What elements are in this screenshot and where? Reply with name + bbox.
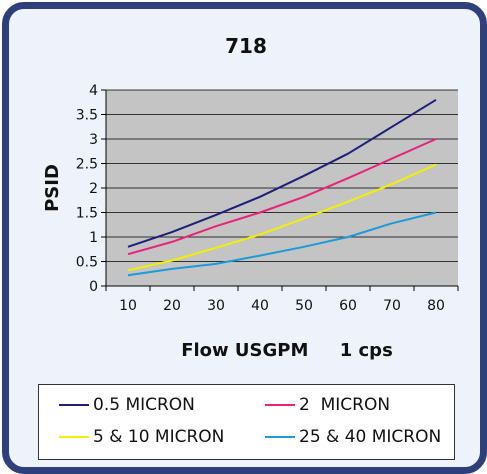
x-tick-label: 20 — [163, 298, 181, 314]
legend-swatch — [59, 404, 89, 406]
y-tick-label: 1.5 — [76, 206, 98, 222]
x-tick-label: 10 — [119, 298, 137, 314]
y-tick-label: 1 — [89, 230, 98, 246]
x-tick-label: 70 — [383, 298, 401, 314]
series-line-2 — [127, 163, 437, 272]
y-tick-label: 3.5 — [76, 108, 98, 124]
series-line-3 — [127, 211, 437, 277]
legend-label: 5 & 10 MICRON — [93, 427, 225, 447]
x-tick-label: 80 — [427, 298, 445, 314]
grid-lines — [106, 89, 458, 262]
axes — [101, 89, 459, 291]
legend: 0.5 MICRON 2 MICRON 5 & 10 MICRON 25 & 4… — [38, 384, 455, 460]
x-tick-label: 30 — [207, 298, 225, 314]
legend-item-2-micron: 2 MICRON — [265, 395, 390, 415]
legend-item-5-10-micron: 5 & 10 MICRON — [59, 427, 224, 447]
legend-swatch — [265, 436, 295, 438]
chart-title: 718 — [225, 34, 267, 58]
y-tick-label: 0 — [89, 279, 98, 295]
legend-item-25-40-micron: 25 & 40 MICRON — [265, 427, 441, 447]
y-tick-label: 2 — [89, 181, 98, 197]
legend-swatch — [265, 404, 295, 406]
x-tick-label: 40 — [251, 298, 269, 314]
legend-label: 0.5 MICRON — [93, 395, 195, 415]
y-tick-label: 4 — [89, 83, 98, 99]
series-lines — [127, 98, 437, 277]
y-tick-label: 2.5 — [76, 157, 98, 173]
x-tick-label: 60 — [339, 298, 357, 314]
legend-swatch — [59, 436, 89, 438]
legend-label: 2 MICRON — [299, 395, 391, 415]
legend-item-0-5-micron: 0.5 MICRON — [59, 395, 195, 415]
series-line-1 — [127, 138, 437, 256]
series-line-0 — [127, 98, 437, 248]
y-tick-label: 0.5 — [76, 255, 98, 271]
x-tick-label: 50 — [295, 298, 313, 314]
legend-label: 25 & 40 MICRON — [299, 427, 442, 447]
tick-labels: 0 0.5 1 1.5 2 2.5 3 3.5 4 10 20 30 40 50 60 70 80 — [76, 83, 445, 314]
x-axis-label: Flow USGPM 1 cps — [181, 340, 393, 361]
y-axis-label: PSID — [42, 164, 63, 212]
y-tick-label: 3 — [89, 132, 98, 148]
